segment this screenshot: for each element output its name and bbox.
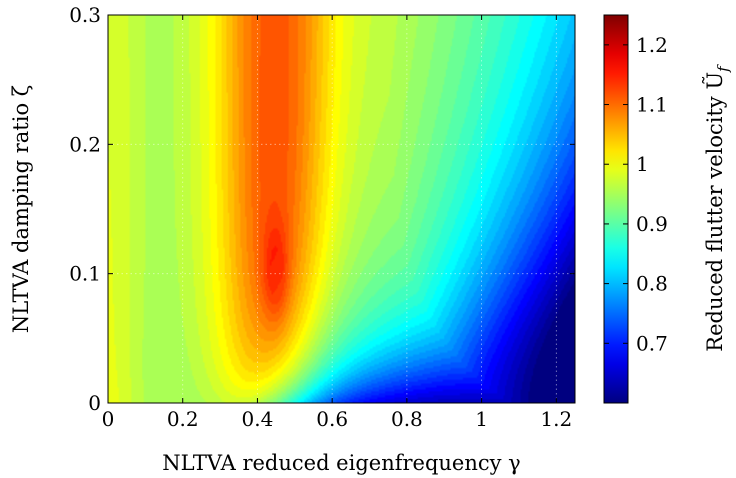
colorbar-tick-label-0: 0.7 [636, 331, 668, 355]
x-tick-label-1: 0.2 [167, 407, 199, 431]
colorbar-tick-label-5: 1.2 [636, 33, 668, 57]
colorbar-label-text: Reduced flutter velocity Ũ [703, 72, 727, 352]
y-tick-label-1: 0.1 [69, 262, 101, 286]
colorbar-gradient [603, 14, 629, 404]
x-axis: 0 0.2 0.4 0.6 0.8 1 1.2 [102, 15, 572, 431]
colorbar: 0.7 0.8 0.9 1 1.1 1.2 Reduced flutter velocit… [603, 14, 732, 404]
colorbar-label-subscript: f [714, 64, 732, 73]
colorbar-tick-label-2: 0.9 [636, 212, 668, 236]
colorbar-tick-label-4: 1.1 [636, 93, 668, 117]
x-tick-label-4: 0.8 [391, 407, 423, 431]
x-tick-label-5: 1 [475, 407, 488, 431]
y-axis: 0 0.1 0.2 0.3 [69, 3, 575, 415]
colorbar-ticks: 0.7 0.8 0.9 1 1.1 1.2 [604, 33, 668, 355]
heatmap-field [108, 15, 575, 403]
plot-area: 0 0.2 0.4 0.6 0.8 1 1.2 0 0.1 0.2 0.3 [69, 3, 576, 431]
y-axis-label: NLTVA damping ratio ζ [9, 85, 33, 333]
x-axis-label: NLTVA reduced eigenfrequency γ [162, 451, 521, 475]
y-tick-label-3: 0.3 [69, 3, 101, 27]
x-tick-label-2: 0.4 [242, 407, 274, 431]
x-tick-label-0: 0 [102, 407, 115, 431]
y-tick-label-2: 0.2 [69, 132, 101, 156]
y-tick-label-0: 0 [88, 391, 101, 415]
x-tick-label-3: 0.6 [316, 407, 348, 431]
colorbar-tick-label-3: 1 [636, 152, 649, 176]
colorbar-tick-label-1: 0.8 [636, 272, 668, 296]
colorbar-label: Reduced flutter velocity Ũf [703, 64, 732, 352]
x-tick-label-6: 1.2 [540, 407, 572, 431]
plot-frame [107, 14, 576, 404]
grid-lines [108, 15, 575, 403]
